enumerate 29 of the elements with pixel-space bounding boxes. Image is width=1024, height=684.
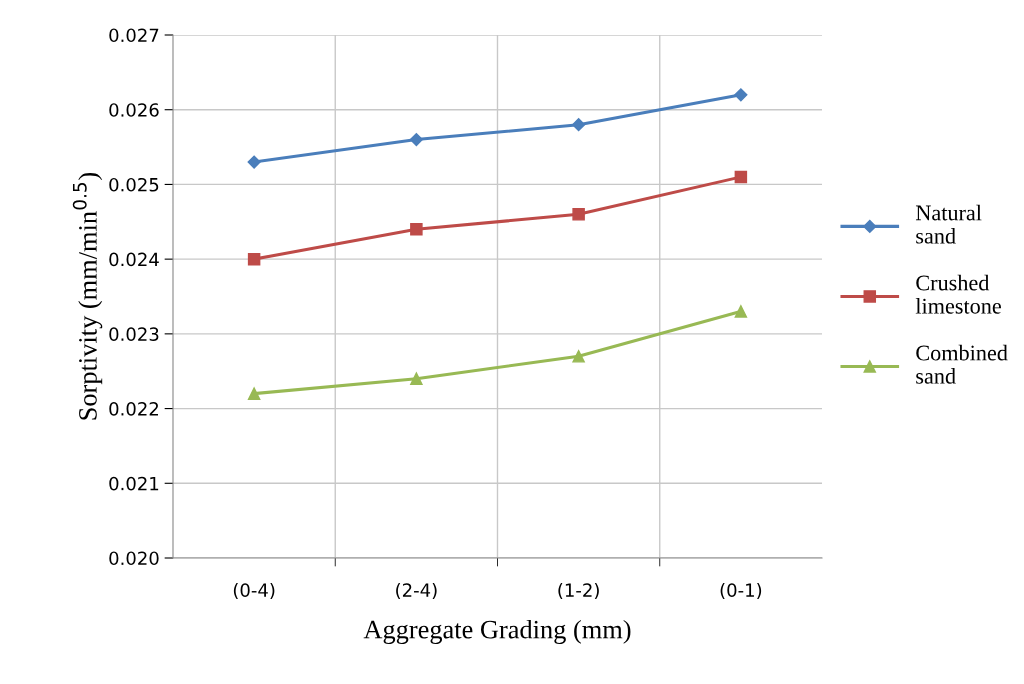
y-axis-title: Sorptivity (mm/min$^{0.5}$)	[72, 172, 103, 420]
point	[410, 223, 423, 236]
legend-label: Natural sand	[915, 204, 982, 244]
legend-label: Combined sand	[916, 344, 1008, 384]
y-tick-label: 0.023	[109, 327, 159, 341]
y-tick-label: 0.021	[109, 476, 159, 491]
point	[247, 387, 261, 400]
x-tick-label: (1-2)	[558, 583, 599, 600]
y-tick-label: 0.022	[109, 402, 158, 416]
x-axis-title: Aggregate Grading (mm)	[363, 619, 631, 644]
point	[410, 372, 423, 385]
point	[247, 252, 261, 266]
x-tick-label: (0-4)	[233, 583, 275, 600]
point	[247, 155, 261, 169]
point	[409, 133, 423, 147]
point	[572, 118, 586, 132]
point	[572, 208, 585, 221]
y-tick-label: 0.025	[109, 177, 159, 192]
x-tick-label: (2-4)	[396, 583, 437, 600]
legend-label: Crushed limestone	[915, 274, 1001, 314]
y-tick-label: 0.020	[109, 551, 159, 566]
y-tick-label: 0.024	[109, 252, 159, 267]
x-tick-label: (0-1)	[720, 583, 762, 600]
point	[734, 170, 748, 184]
y-tick-label: 0.027	[109, 28, 159, 43]
point	[734, 305, 748, 318]
y-tick-label: 0.026	[109, 103, 159, 117]
point	[734, 88, 748, 102]
point	[572, 350, 585, 363]
